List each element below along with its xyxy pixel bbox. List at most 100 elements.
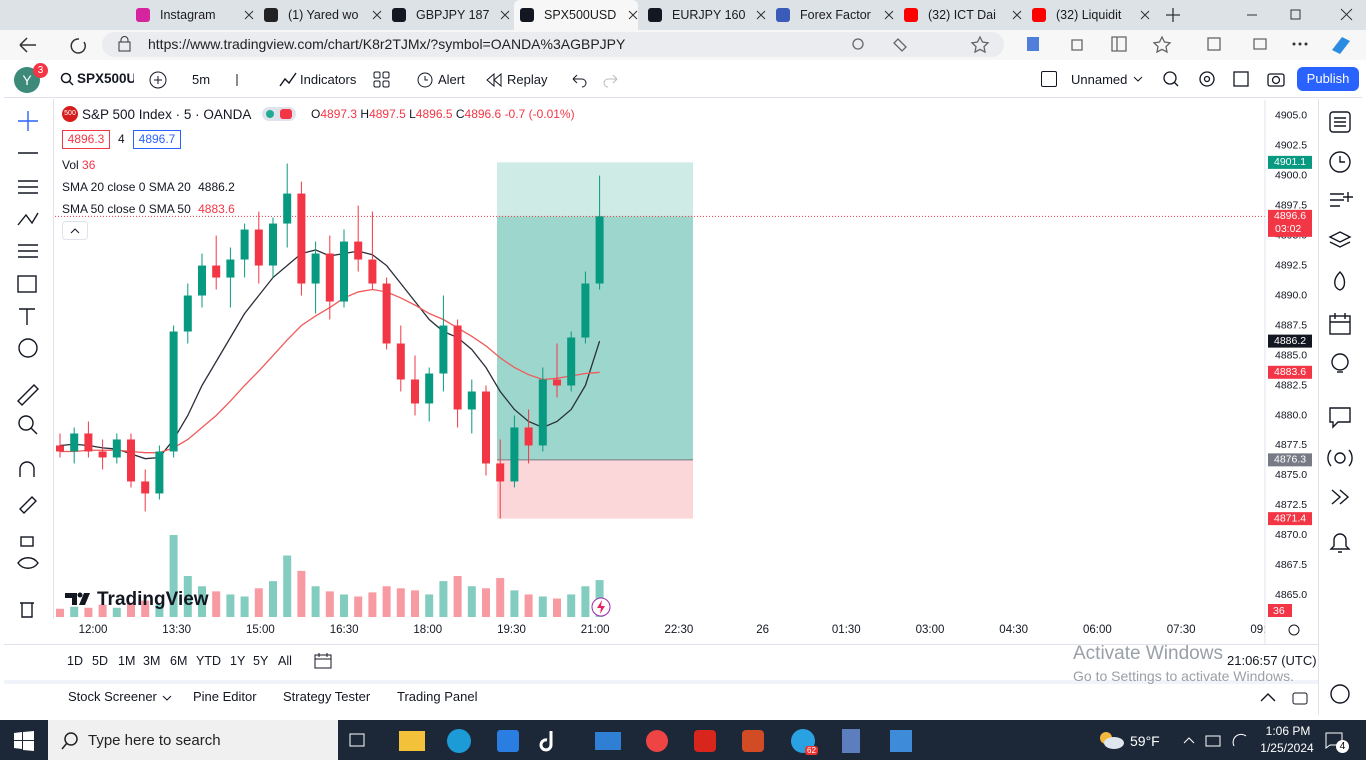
screener-caret[interactable] <box>162 694 172 702</box>
layout-name[interactable]: Unnamed <box>1071 72 1128 87</box>
browser-tab[interactable]: (1) Yared wo <box>258 0 382 30</box>
browser-tab[interactable]: Instagram <box>130 0 254 30</box>
volume-bar <box>198 586 206 617</box>
clock[interactable]: 21:06:57 (UTC) <box>1227 653 1317 668</box>
volume-bar <box>524 594 533 617</box>
alert-button[interactable]: Alert <box>438 72 465 87</box>
panel-tab[interactable]: Strategy Tester <box>283 689 371 704</box>
price-badge-label: 4896.6 <box>1274 210 1306 222</box>
undo-redo[interactable] <box>570 72 620 88</box>
candle-body <box>141 481 150 494</box>
ask[interactable]: 4896.7 <box>133 130 181 149</box>
volume-bar <box>240 596 249 617</box>
panel-tabs: Stock Screener Pine Editor Strategy Tester… <box>0 689 600 707</box>
x-tick-label: 15:00 <box>246 624 275 636</box>
tray-icons[interactable] <box>1182 732 1252 750</box>
candle-body <box>311 253 320 284</box>
range-button[interactable]: All <box>278 654 292 668</box>
candle-body <box>581 283 590 338</box>
volume-bar <box>411 590 419 617</box>
tab-close[interactable] <box>1140 10 1150 20</box>
browser-tab[interactable]: (32) Liquidit <box>1026 0 1150 30</box>
taskbar-apps[interactable] <box>345 725 925 757</box>
range-button[interactable]: 1Y <box>230 654 246 668</box>
tab-close-x <box>884 10 894 20</box>
tab-close[interactable] <box>500 10 510 20</box>
date-range-icon[interactable] <box>313 651 333 671</box>
price-badge-label: 4876.3 <box>1274 454 1306 466</box>
volume-bar <box>297 570 306 617</box>
y-tick-label: 4905.0 <box>1275 109 1307 121</box>
tab-close[interactable] <box>884 10 894 20</box>
candle-body <box>183 295 192 332</box>
countdown: 03:02 <box>1275 223 1301 235</box>
window-controls <box>1166 8 1353 22</box>
tray-time: 1:06 PM <box>1265 724 1311 738</box>
y-tick-label: 4897.5 <box>1275 199 1307 211</box>
range-button[interactable]: 6M <box>170 654 188 668</box>
lightning-icon[interactable] <box>591 597 611 617</box>
nav-buttons[interactable] <box>16 34 96 56</box>
replay-button[interactable]: Replay <box>507 72 548 87</box>
watermark: TradingView <box>97 589 209 610</box>
range-button[interactable]: 1M <box>118 654 136 668</box>
bid[interactable]: 4896.3 <box>62 130 110 149</box>
range-button[interactable]: YTD <box>196 654 221 668</box>
alert-icon <box>417 72 433 88</box>
tab-close[interactable] <box>1012 10 1022 20</box>
url: https://www.tradingview.com/chart/K8r2TJ… <box>148 36 626 52</box>
search-box[interactable] <box>48 720 338 760</box>
volume-bar <box>354 596 363 617</box>
drawing-tools[interactable] <box>14 105 44 620</box>
price-badge-label: 4886.2 <box>1274 335 1306 347</box>
range-button[interactable]: 5D <box>92 654 108 668</box>
tab-close-x <box>628 10 638 20</box>
collapse-legend[interactable] <box>62 221 88 240</box>
price-badge <box>1268 453 1312 467</box>
panel-tab[interactable]: Trading Panel <box>397 689 478 704</box>
layout-icon <box>1041 71 1057 87</box>
tab-title: (32) Liquidit <box>1056 8 1122 22</box>
volume-bar <box>510 590 519 617</box>
candle-body <box>70 433 79 452</box>
sidebar-icons[interactable] <box>1326 108 1358 708</box>
candle-body <box>340 241 348 302</box>
panel-tab[interactable]: Pine Editor <box>193 689 257 704</box>
browser-tab[interactable]: SPX500USD <box>514 0 638 30</box>
volume-bar <box>212 591 221 617</box>
templates-icon[interactable] <box>372 70 392 90</box>
panel-tab[interactable]: Stock Screener <box>68 689 157 704</box>
range-button[interactable]: 3M <box>143 654 161 668</box>
indicators-button[interactable]: Indicators <box>300 72 357 87</box>
tab-close[interactable] <box>628 10 638 20</box>
tab-title: GBPJPY 187 <box>416 8 490 22</box>
range-button[interactable]: 5Y <box>253 654 269 668</box>
x-tick-label: 18:00 <box>413 624 442 636</box>
tab-close[interactable] <box>244 10 254 20</box>
browser-tab[interactable]: (32) ICT Dai <box>898 0 1022 30</box>
start-button[interactable] <box>14 731 34 751</box>
symbol[interactable]: SPX500US <box>77 71 134 86</box>
tab-favicon <box>776 8 790 22</box>
tab-favicon <box>136 8 150 22</box>
right-sidebar <box>1318 99 1363 715</box>
browser-tab[interactable]: Forex Factor <box>770 0 894 30</box>
tab-close[interactable] <box>372 10 382 20</box>
x-tick-label: 16:30 <box>330 624 359 636</box>
candle-body <box>439 325 448 374</box>
y-tick-label: 4885.0 <box>1275 349 1307 361</box>
candle-body <box>524 427 533 446</box>
browser-tab[interactable]: EURJPY 160 <box>642 0 766 30</box>
interval[interactable]: 5m <box>192 72 211 87</box>
volume-bar <box>98 604 107 617</box>
tab-close[interactable] <box>756 10 766 20</box>
browser-tab[interactable]: GBPJPY 187 <box>386 0 510 30</box>
volume-bar <box>581 586 590 617</box>
y-tick-label: 4887.5 <box>1275 319 1307 331</box>
bottom-panel <box>4 680 1318 719</box>
panel-controls[interactable] <box>1258 689 1310 707</box>
range-button[interactable]: 1D <box>67 654 83 668</box>
tab-bar <box>0 0 1366 30</box>
publish-button[interactable]: Publish <box>1297 67 1359 91</box>
